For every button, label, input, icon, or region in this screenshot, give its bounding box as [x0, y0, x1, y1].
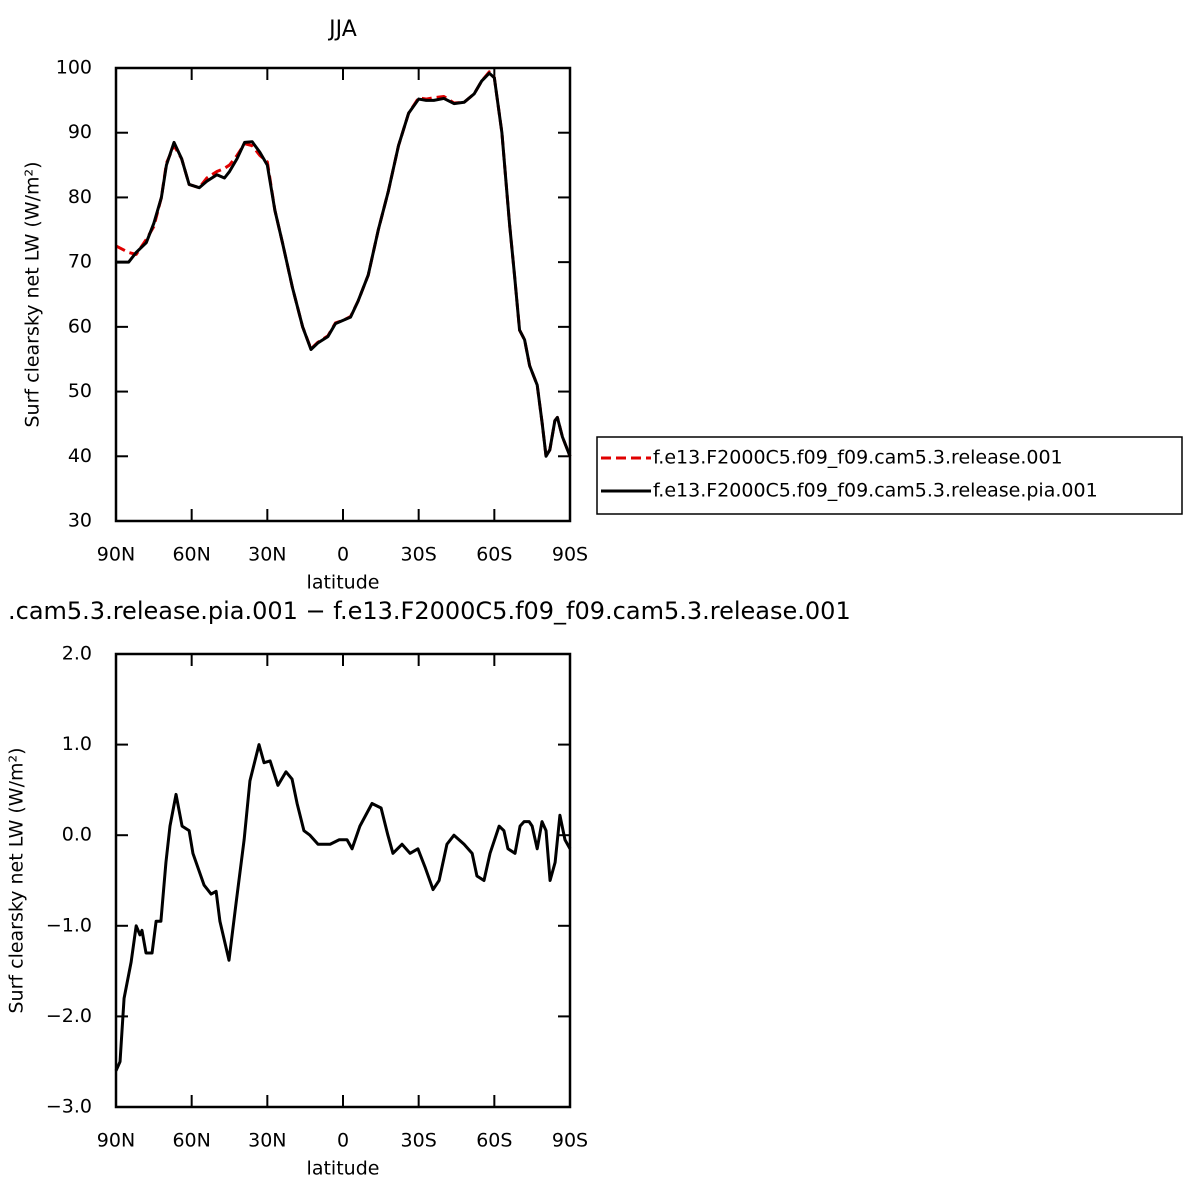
x-tick-label: 0 — [337, 1130, 349, 1152]
legend-label: f.e13.F2000C5.f09_f09.cam5.3.release.001 — [653, 447, 1063, 469]
x-tick-label: 90S — [552, 1130, 588, 1152]
y-tick-label: 90 — [68, 121, 92, 143]
x-tick-label: 30S — [401, 1130, 437, 1152]
x-tick-label: 90S — [552, 544, 588, 566]
y-tick-label: 0.0 — [62, 824, 92, 846]
chart-title: .cam5.3.release.pia.001 − f.e13.F2000C5.… — [8, 597, 851, 625]
x-axis-label: latitude — [307, 1158, 380, 1180]
x-tick-label: 60N — [172, 544, 210, 566]
y-tick-label: 80 — [68, 186, 92, 208]
y-tick-label: −3.0 — [46, 1096, 92, 1118]
x-tick-label: 60N — [172, 1130, 210, 1152]
plot-frame — [114, 66, 572, 523]
legend-label: f.e13.F2000C5.f09_f09.cam5.3.release.pia… — [653, 480, 1098, 502]
series-line — [114, 743, 572, 1072]
y-tick-label: 70 — [68, 251, 92, 273]
y-tick-label: 2.0 — [62, 643, 92, 665]
x-tick-label: 0 — [337, 544, 349, 566]
y-tick-label: −1.0 — [46, 914, 92, 936]
x-tick-label: 60S — [476, 1130, 512, 1152]
y-tick-label: 60 — [68, 315, 92, 337]
chart-title: JJA — [327, 17, 357, 42]
x-tick-label: 90N — [97, 1130, 135, 1152]
x-axis-label: latitude — [307, 572, 380, 594]
plot-frame — [114, 652, 572, 1109]
y-tick-label: 30 — [68, 510, 92, 532]
series-line — [116, 71, 572, 458]
x-tick-label: 30N — [248, 1130, 286, 1152]
x-tick-label: 30N — [248, 544, 286, 566]
y-tick-label: 100 — [56, 57, 92, 79]
y-tick-label: 40 — [68, 445, 92, 467]
y-tick-label: 50 — [68, 380, 92, 402]
x-tick-label: 90N — [97, 544, 135, 566]
legend-box — [596, 436, 1183, 515]
y-tick-label: 1.0 — [62, 733, 92, 755]
y-axis-label: Surf clearsky net LW (W/m²) — [6, 747, 28, 1013]
y-axis-label: Surf clearsky net LW (W/m²) — [22, 161, 44, 427]
x-tick-label: 30S — [401, 544, 437, 566]
x-tick-label: 60S — [476, 544, 512, 566]
y-tick-label: −2.0 — [46, 1005, 92, 1027]
